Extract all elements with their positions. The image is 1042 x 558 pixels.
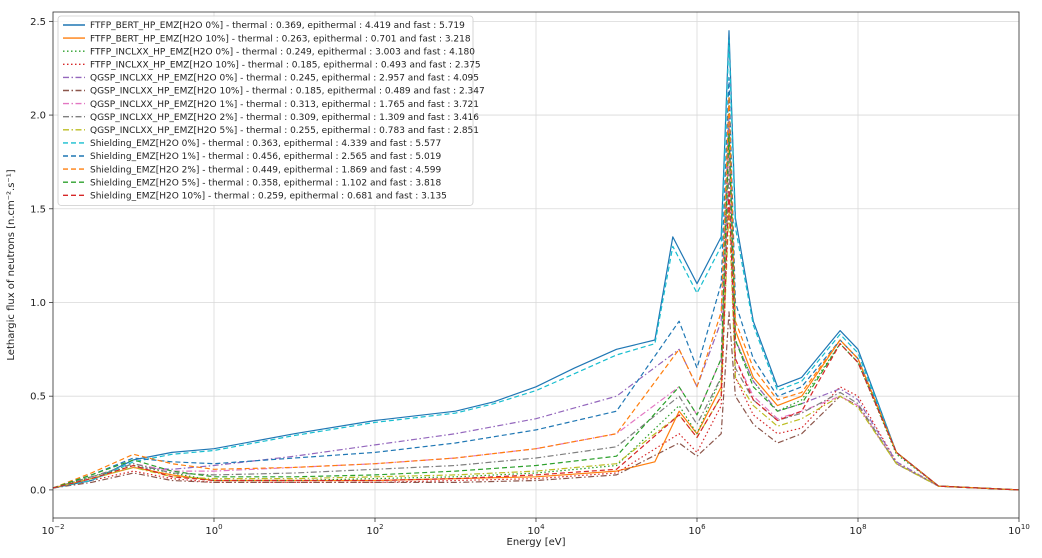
y-axis-label: Lethargic flux of neutrons [n.cm⁻².s⁻¹] <box>6 169 17 360</box>
legend-entry: Shielding_EMZ[H2O 10%] - thermal : 0.259… <box>90 192 447 202</box>
legend-entry: QGSP_INCLXX_HP_EMZ[H2O 2%] - thermal : 0… <box>90 113 479 123</box>
x-axis-label: Energy [eV] <box>507 537 566 548</box>
legend-entry: QGSP_INCLXX_HP_EMZ[H2O 1%] - thermal : 0… <box>90 100 479 110</box>
legend-entry: Shielding_EMZ[H2O 0%] - thermal : 0.363,… <box>90 139 441 149</box>
legend-entry: Shielding_EMZ[H2O 5%] - thermal : 0.358,… <box>90 178 441 188</box>
legend-entry: Shielding_EMZ[H2O 2%] - thermal : 0.449,… <box>90 165 441 175</box>
legend-entry: QGSP_INCLXX_HP_EMZ[H2O 5%] - thermal : 0… <box>90 126 479 136</box>
legend-entry: FTFP_BERT_HP_EMZ[H2O 10%] - thermal : 0.… <box>90 34 471 44</box>
y-tick-label: 1.5 <box>30 204 46 215</box>
x-tick-label: 100 <box>205 523 222 537</box>
series-line-13 <box>52 189 1020 491</box>
x-tick-label: 108 <box>849 523 866 537</box>
legend-entry: Shielding_EMZ[H2O 1%] - thermal : 0.456,… <box>90 152 441 162</box>
x-tick-label: 10−2 <box>41 523 64 537</box>
y-tick-label: 1.0 <box>30 298 46 309</box>
y-tick-label: 0.5 <box>30 392 46 403</box>
series-line-9 <box>52 39 1020 491</box>
series-line-11 <box>52 95 1020 491</box>
legend-entry: QGSP_INCLXX_HP_EMZ[H2O 10%] - thermal : … <box>90 87 485 97</box>
legend-box <box>57 15 474 206</box>
legend-entry: FTFP_INCLXX_HP_EMZ[H2O 0%] - thermal : 0… <box>90 47 475 57</box>
x-tick-label: 104 <box>527 523 545 537</box>
legend-entry: FTFP_INCLXX_HP_EMZ[H2O 10%] - thermal : … <box>90 61 481 71</box>
y-tick-label: 0.0 <box>30 485 46 496</box>
x-tick-label: 1010 <box>1008 523 1030 537</box>
legend-entry: QGSP_INCLXX_HP_EMZ[H2O 0%] - thermal : 0… <box>90 74 479 84</box>
axis-ticks: 10−2 100 102 104 106 108 1010 0.0 0.5 1.0 1.5 2.0 2.… <box>30 17 1030 537</box>
y-tick-label: 2.5 <box>30 17 46 28</box>
series-line-10 <box>52 77 1020 491</box>
x-tick-label: 106 <box>688 523 706 537</box>
series-line-7 <box>52 170 1020 491</box>
y-tick-label: 2.0 <box>30 111 46 122</box>
plot-series <box>52 30 1020 491</box>
series-line-0 <box>52 30 1020 491</box>
series-line-2 <box>52 95 1020 491</box>
legend-entry: FTFP_BERT_HP_EMZ[H2O 0%] - thermal : 0.3… <box>90 21 465 31</box>
x-tick-label: 102 <box>366 523 383 537</box>
legend: FTFP_BERT_HP_EMZ[H2O 0%] - thermal : 0.3… <box>57 15 485 206</box>
